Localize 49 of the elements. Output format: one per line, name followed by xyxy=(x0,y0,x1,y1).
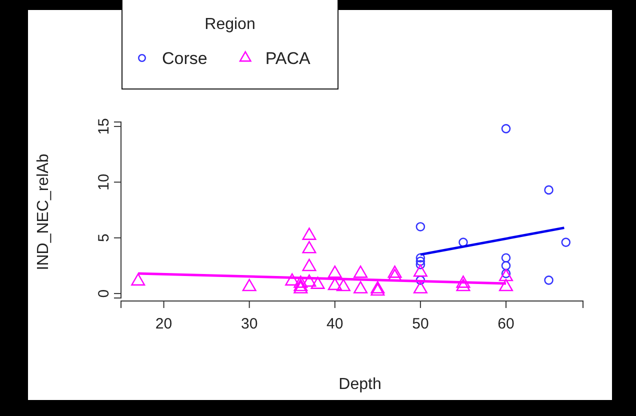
point xyxy=(354,266,368,278)
point xyxy=(285,273,300,286)
y-tick-label: 10 xyxy=(95,174,112,190)
point xyxy=(456,276,470,288)
point xyxy=(416,256,426,266)
point xyxy=(294,281,308,294)
legend-title: Region xyxy=(204,16,256,33)
point xyxy=(242,278,256,292)
point xyxy=(456,278,470,292)
point xyxy=(501,253,511,263)
point xyxy=(498,268,514,282)
legend-label: PACA xyxy=(265,49,312,68)
point xyxy=(416,222,426,232)
y-tick-label: 5 xyxy=(95,234,112,242)
point xyxy=(302,258,316,272)
point xyxy=(302,274,316,287)
point xyxy=(416,253,426,263)
point xyxy=(544,185,554,195)
x-tick-label: 40 xyxy=(326,316,344,333)
point xyxy=(328,278,342,290)
point xyxy=(302,240,316,254)
point xyxy=(388,266,402,278)
point xyxy=(131,273,146,286)
point xyxy=(561,238,571,247)
y-tick-label: 0 xyxy=(95,289,112,298)
point xyxy=(336,278,350,292)
point xyxy=(294,276,308,288)
point xyxy=(501,124,511,134)
x-axis-title: Depth xyxy=(338,376,382,393)
point xyxy=(328,266,342,278)
point xyxy=(294,278,308,292)
point xyxy=(416,260,426,270)
point xyxy=(302,228,316,240)
y-axis-title: IND_NEC_relAb xyxy=(35,154,52,270)
point xyxy=(370,281,385,294)
point xyxy=(370,283,385,296)
point xyxy=(413,264,428,277)
x-tick-label: 30 xyxy=(240,316,258,333)
point xyxy=(354,281,368,294)
point xyxy=(498,278,514,292)
point xyxy=(501,261,511,270)
x-tick-label: 50 xyxy=(412,316,429,333)
legend-label: Corse xyxy=(162,49,208,68)
point xyxy=(458,238,468,247)
x-tick-label: 60 xyxy=(498,316,514,333)
x-tick-label: 20 xyxy=(155,316,172,333)
point xyxy=(310,276,325,289)
point xyxy=(413,281,428,294)
y-tick-label: 15 xyxy=(95,118,112,135)
